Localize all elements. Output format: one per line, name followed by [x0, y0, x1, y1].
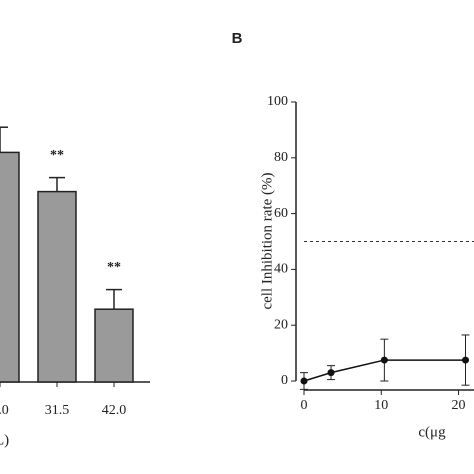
y-tick-label: 80	[274, 150, 288, 165]
y-tick-label: 0	[281, 373, 288, 388]
bar	[0, 151, 20, 383]
y-tick-label: 60	[274, 206, 288, 221]
x-tick-label: 42.0	[102, 403, 127, 418]
y-axis-label: cell Inhibition rate (%)	[259, 172, 275, 309]
y-tick-label: 100	[267, 94, 288, 109]
point	[300, 377, 308, 385]
point	[327, 369, 335, 377]
x-tick-label: 10	[374, 398, 388, 413]
x-tick-label: 31.5	[45, 403, 70, 418]
bar	[94, 308, 134, 383]
x-axis-label: L)	[0, 432, 9, 448]
annotation: **	[107, 260, 121, 275]
line	[303, 359, 466, 382]
x-axis-label: c(μg	[418, 424, 446, 440]
y-tick-label: 40	[274, 262, 288, 277]
annotation: **	[50, 148, 64, 163]
panel-label: B	[232, 30, 243, 47]
point	[462, 356, 469, 364]
point	[380, 356, 388, 364]
x-tick-label: 1.0	[0, 403, 9, 418]
x-tick-label: 20	[452, 398, 466, 413]
x-tick-label: 0	[301, 398, 308, 413]
bar	[37, 190, 77, 383]
y-tick-label: 20	[274, 317, 288, 332]
